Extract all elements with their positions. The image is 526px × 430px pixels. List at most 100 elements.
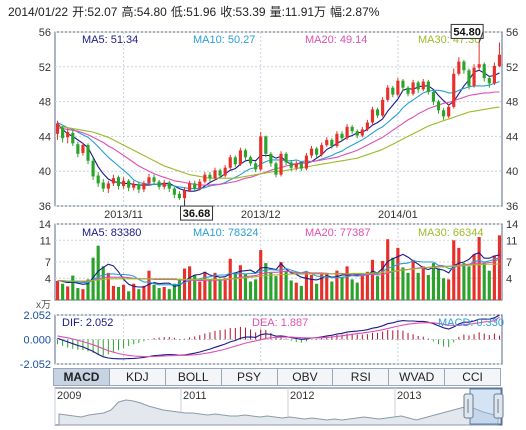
volume-tick-left: 14 [39, 219, 51, 231]
candle-body [162, 182, 166, 187]
quote-header: 2014/01/22 开:52.07 高:54.80 低:51.96 收:53.39 量:… [8, 3, 520, 19]
volume-bar [76, 288, 80, 300]
volume-legend-2: MA10: 78324 [193, 227, 258, 239]
volume-bar [472, 254, 476, 300]
volume-bar [269, 272, 273, 300]
candle-body [157, 181, 161, 187]
candle-body [279, 153, 283, 175]
candle-body [66, 132, 70, 138]
volume-bar [315, 283, 319, 300]
volume-legend-3: MA20: 77387 [305, 227, 370, 239]
quote-volume: 量:11.91万 [269, 5, 327, 19]
candle-body [462, 61, 466, 71]
volume-bar [299, 285, 303, 300]
volume-tick-left: 11 [40, 235, 51, 247]
volume-tick-right: 14 [506, 219, 518, 231]
price-tick-right: 56 [506, 27, 518, 39]
candle-body [330, 139, 334, 146]
tab-rsi[interactable]: RSI [333, 369, 390, 385]
price-annotation-label: 54.80 [453, 26, 481, 38]
volume-legend-4: MA30: 66344 [418, 227, 483, 239]
volume-bar [61, 283, 65, 300]
tab-obv[interactable]: OBV [278, 369, 334, 385]
volume-bar [416, 272, 420, 300]
volume-bar [106, 272, 110, 300]
candle-body [350, 126, 354, 132]
volume-bar [96, 245, 100, 300]
candle-body [315, 148, 319, 155]
candle-body [106, 183, 110, 189]
volume-bar [320, 273, 324, 300]
navigator-overview [58, 399, 499, 426]
candle-body [182, 190, 187, 199]
volume-bar [421, 266, 425, 300]
candle-body [375, 109, 380, 116]
volume-bar [172, 283, 176, 300]
macd-tick: 0.000 [23, 335, 51, 347]
navigator-left-handle[interactable] [463, 393, 474, 419]
volume-bar [487, 270, 491, 300]
volume-bar [248, 281, 253, 300]
candle-body [101, 182, 105, 189]
volume-bar [335, 270, 339, 300]
candle-body [309, 148, 314, 156]
candle-body [152, 177, 156, 182]
volume-tick-right: 4 [506, 273, 512, 285]
macd-legend-2: DEA: 1.887 [252, 317, 308, 329]
quote-change: 幅:2.87% [330, 5, 380, 19]
candle-body [223, 167, 227, 176]
candle-body [121, 180, 126, 186]
price-panel [54, 31, 503, 207]
candle-body [472, 67, 476, 86]
volume-bar [167, 289, 171, 300]
volume-ma5-line [57, 252, 500, 288]
candle-body [218, 170, 222, 176]
tab-kdj[interactable]: KDJ [110, 369, 166, 385]
volume-bar [81, 289, 85, 300]
volume-bar [254, 279, 258, 300]
candle-body [111, 178, 115, 184]
candle-body [147, 177, 151, 184]
tab-boll[interactable]: BOLL [166, 369, 222, 385]
candle-body [442, 110, 446, 117]
candle-body [320, 145, 324, 155]
tab-wvad[interactable]: WVAD [389, 369, 446, 385]
candle-body [416, 82, 420, 90]
candle-body [177, 193, 182, 199]
volume-bar [442, 278, 446, 300]
volume-bar [132, 283, 136, 300]
candle-body [452, 73, 456, 107]
volume-bar [101, 266, 105, 300]
tab-cci[interactable]: CCI [462, 370, 483, 384]
price-legend-2: MA10: 50.27 [193, 34, 255, 46]
price-legend-1: MA5: 51.34 [82, 34, 138, 46]
tab-psy[interactable]: PSY [222, 369, 278, 385]
volume-bar [462, 263, 466, 300]
volume-bar [370, 259, 375, 300]
candle-body [431, 92, 436, 102]
candle-body [436, 101, 441, 111]
volume-bar [71, 275, 75, 300]
price-tick-right: 52 [506, 62, 518, 74]
volume-bar [325, 272, 329, 300]
macd-tick: 2.052 [23, 310, 51, 322]
navigator-right-handle[interactable] [493, 393, 504, 419]
candle-body [116, 177, 121, 186]
volume-bar [355, 282, 359, 300]
volume-tick-right: 7 [506, 257, 512, 269]
volume-bar [213, 272, 217, 300]
candle-body [340, 133, 344, 139]
volume-bar [294, 282, 298, 300]
navigator-year-label: 2013 [397, 390, 421, 402]
candle-body [360, 129, 364, 136]
date-tick-label: 2014/01 [378, 209, 418, 221]
price-tick-left: 36 [39, 201, 51, 213]
candle-body [482, 64, 486, 79]
candle-body [167, 182, 171, 189]
tab-macd[interactable]: MACD [54, 369, 110, 385]
candle-body [426, 81, 430, 93]
candle-body [86, 145, 90, 161]
volume-bar [391, 257, 395, 300]
volume-bar [259, 250, 263, 300]
